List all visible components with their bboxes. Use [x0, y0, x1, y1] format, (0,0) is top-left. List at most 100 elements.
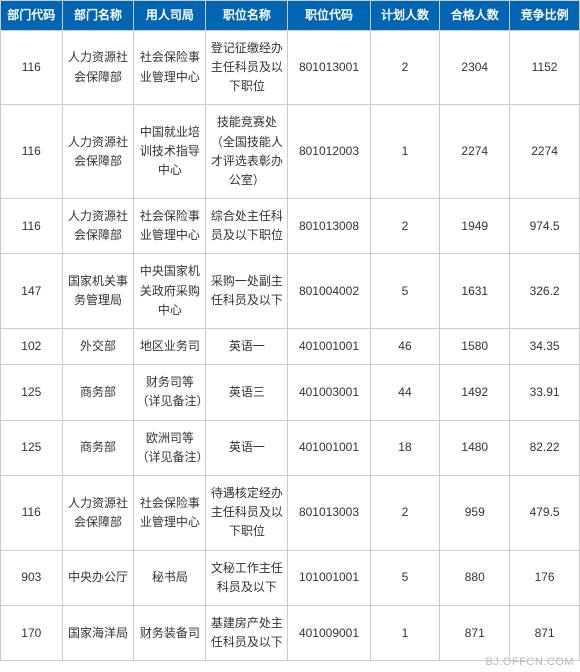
cell-ratio: 1152 [510, 30, 580, 105]
cell-position-code: 801013001 [288, 30, 370, 105]
col-position-name: 职位名称 [206, 1, 288, 31]
cell-position-name: 登记征缴经办主任科员及以下职位 [206, 30, 288, 105]
cell-plan-count: 1 [370, 105, 440, 199]
cell-dept-code: 125 [1, 365, 63, 420]
watermark-text: BJ.OFFCN.COM [486, 656, 575, 668]
cell-dept-code: 116 [1, 475, 63, 550]
cell-pass-count: 1949 [440, 199, 510, 254]
cell-dept-name: 中央办公厅 [62, 550, 134, 605]
cell-dept-name: 商务部 [62, 365, 134, 420]
cell-position-code: 401001001 [288, 329, 370, 365]
cell-position-name: 采购一处副主任科员及以下 [206, 254, 288, 329]
cell-plan-count: 46 [370, 329, 440, 365]
col-ratio: 竞争比例 [510, 1, 580, 31]
cell-position-name: 文秘工作主任科员及以下 [206, 550, 288, 605]
cell-dept-code: 116 [1, 105, 63, 199]
col-position-code: 职位代码 [288, 1, 370, 31]
cell-position-code: 401001001 [288, 420, 370, 475]
cell-dept-code: 903 [1, 550, 63, 605]
cell-position-code: 801004002 [288, 254, 370, 329]
cell-plan-count: 2 [370, 475, 440, 550]
table-row: 116 人力资源社会保障部 社会保险事业管理中心 综合处主任科员及以下职位 80… [1, 199, 580, 254]
cell-dept-name: 人力资源社会保障部 [62, 475, 134, 550]
cell-bureau: 社会保险事业管理中心 [134, 199, 206, 254]
cell-dept-code: 125 [1, 420, 63, 475]
cell-position-code: 801013003 [288, 475, 370, 550]
cell-pass-count: 959 [440, 475, 510, 550]
cell-position-code: 801012003 [288, 105, 370, 199]
cell-bureau: 财务装备司 [134, 605, 206, 660]
cell-ratio: 34.35 [510, 329, 580, 365]
cell-plan-count: 18 [370, 420, 440, 475]
cell-ratio: 974.5 [510, 199, 580, 254]
cell-dept-name: 人力资源社会保障部 [62, 30, 134, 105]
cell-dept-name: 国家海洋局 [62, 605, 134, 660]
cell-ratio: 82.22 [510, 420, 580, 475]
cell-ratio: 479.5 [510, 475, 580, 550]
col-plan-count: 计划人数 [370, 1, 440, 31]
cell-dept-name: 商务部 [62, 420, 134, 475]
table-row: 170 国家海洋局 财务装备司 基建房产处主任科员及以下 401009001 1… [1, 605, 580, 660]
cell-dept-code: 116 [1, 30, 63, 105]
recruitment-table: 部门代码 部门名称 用人司局 职位名称 职位代码 计划人数 合格人数 竞争比例 … [0, 0, 580, 661]
cell-dept-name: 人力资源社会保障部 [62, 105, 134, 199]
cell-position-name: 综合处主任科员及以下职位 [206, 199, 288, 254]
table-row: 116 人力资源社会保障部 社会保险事业管理中心 登记征缴经办主任科员及以下职位… [1, 30, 580, 105]
cell-pass-count: 1480 [440, 420, 510, 475]
cell-pass-count: 2274 [440, 105, 510, 199]
cell-plan-count: 5 [370, 254, 440, 329]
table-row: 125 商务部 财务司等（详见备注） 英语三 401003001 44 1492… [1, 365, 580, 420]
table-row: 116 人力资源社会保障部 社会保险事业管理中心 待遇核定经办主任科员及以下职位… [1, 475, 580, 550]
cell-position-name: 待遇核定经办主任科员及以下职位 [206, 475, 288, 550]
cell-bureau: 中国就业培训技术指导中心 [134, 105, 206, 199]
cell-pass-count: 1580 [440, 329, 510, 365]
cell-dept-name: 国家机关事务管理局 [62, 254, 134, 329]
recruitment-table-container: 部门代码 部门名称 用人司局 职位名称 职位代码 计划人数 合格人数 竞争比例 … [0, 0, 580, 661]
table-row: 125 商务部 欧洲司等（详见备注） 英语一 401001001 18 1480… [1, 420, 580, 475]
cell-pass-count: 871 [440, 605, 510, 660]
cell-dept-name: 人力资源社会保障部 [62, 199, 134, 254]
cell-position-name: 英语三 [206, 365, 288, 420]
cell-bureau: 秘书局 [134, 550, 206, 605]
cell-dept-code: 147 [1, 254, 63, 329]
cell-position-code: 401009001 [288, 605, 370, 660]
cell-pass-count: 2304 [440, 30, 510, 105]
cell-ratio: 326.2 [510, 254, 580, 329]
cell-position-name: 英语一 [206, 420, 288, 475]
table-body: 116 人力资源社会保障部 社会保险事业管理中心 登记征缴经办主任科员及以下职位… [1, 30, 580, 661]
col-pass-count: 合格人数 [440, 1, 510, 31]
table-header-row: 部门代码 部门名称 用人司局 职位名称 职位代码 计划人数 合格人数 竞争比例 [1, 1, 580, 31]
cell-dept-name: 外交部 [62, 329, 134, 365]
cell-bureau: 社会保险事业管理中心 [134, 475, 206, 550]
cell-bureau: 财务司等（详见备注） [134, 365, 206, 420]
cell-ratio: 33.91 [510, 365, 580, 420]
cell-position-code: 801013008 [288, 199, 370, 254]
cell-pass-count: 1492 [440, 365, 510, 420]
table-row: 147 国家机关事务管理局 中央国家机关政府采购中心 采购一处副主任科员及以下 … [1, 254, 580, 329]
cell-dept-code: 170 [1, 605, 63, 660]
cell-ratio: 871 [510, 605, 580, 660]
table-row: 102 外交部 地区业务司 英语一 401001001 46 1580 34.3… [1, 329, 580, 365]
cell-plan-count: 44 [370, 365, 440, 420]
cell-bureau: 欧洲司等（详见备注） [134, 420, 206, 475]
cell-position-name: 英语一 [206, 329, 288, 365]
cell-position-code: 101001001 [288, 550, 370, 605]
cell-pass-count: 1631 [440, 254, 510, 329]
cell-position-name: 技能竞赛处（全国技能人才评选表彰办公室） [206, 105, 288, 199]
cell-plan-count: 5 [370, 550, 440, 605]
cell-dept-code: 102 [1, 329, 63, 365]
cell-plan-count: 2 [370, 199, 440, 254]
table-row: 903 中央办公厅 秘书局 文秘工作主任科员及以下 101001001 5 88… [1, 550, 580, 605]
col-dept-name: 部门名称 [62, 1, 134, 31]
col-bureau: 用人司局 [134, 1, 206, 31]
col-dept-code: 部门代码 [1, 1, 63, 31]
cell-bureau: 中央国家机关政府采购中心 [134, 254, 206, 329]
cell-ratio: 2274 [510, 105, 580, 199]
cell-plan-count: 1 [370, 605, 440, 660]
cell-position-name: 基建房产处主任科员及以下 [206, 605, 288, 660]
cell-pass-count: 880 [440, 550, 510, 605]
cell-position-code: 401003001 [288, 365, 370, 420]
cell-dept-code: 116 [1, 199, 63, 254]
cell-bureau: 社会保险事业管理中心 [134, 30, 206, 105]
cell-plan-count: 2 [370, 30, 440, 105]
